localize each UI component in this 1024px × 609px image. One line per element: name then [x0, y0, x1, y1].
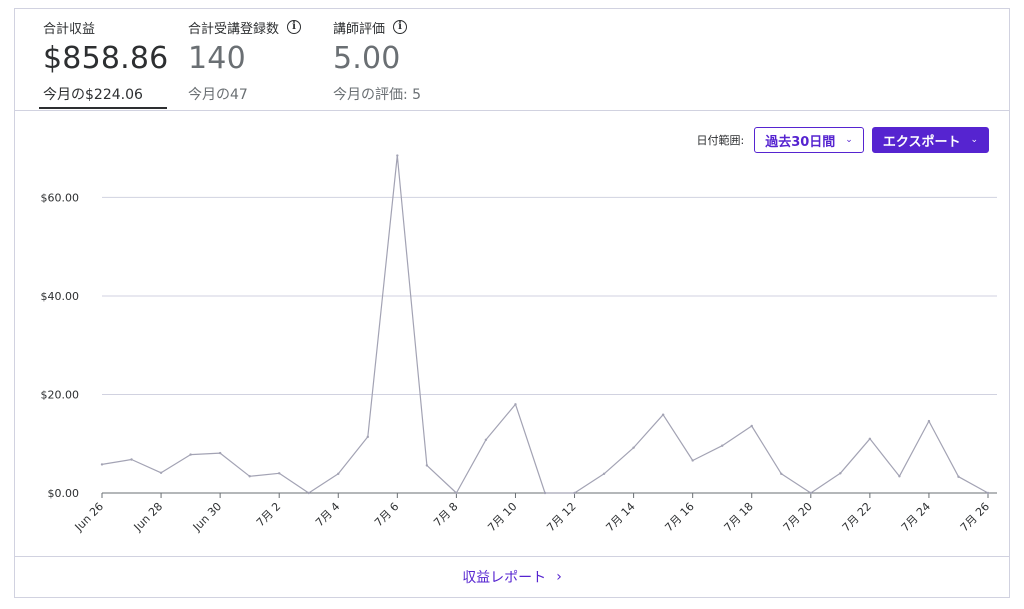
- footer: 収益レポート ›: [15, 556, 1009, 597]
- y-tick-label: $0.00: [48, 487, 80, 500]
- data-point: [130, 458, 133, 461]
- chevron-right-icon: ›: [556, 569, 562, 585]
- stat-subtext: 今月の47: [188, 87, 248, 103]
- data-point: [839, 472, 842, 475]
- stat-value: 5.00: [333, 41, 401, 76]
- data-point: [366, 435, 369, 439]
- data-point: [661, 413, 665, 416]
- x-tick-label: 7月 14: [603, 500, 637, 534]
- y-tick-label: $40.00: [41, 290, 80, 303]
- data-point: [986, 491, 990, 495]
- x-tick-label: 7月 2: [254, 500, 283, 529]
- date-range-value: 過去30日間: [765, 134, 836, 150]
- stat-value: $858.86: [43, 41, 169, 76]
- data-point: [100, 463, 104, 466]
- data-point: [868, 437, 872, 441]
- data-point: [573, 491, 576, 495]
- dashboard-card: 合計収益 $858.86 今月の$224.06 合計受講登録数 i 140 今月の…: [14, 8, 1010, 598]
- revenue-chart: $0.00 $20.00 $40.00 $60.00 Jun 26 Jun 28 Jun 3…: [41, 154, 997, 534]
- data-point: [927, 419, 931, 423]
- data-point: [337, 472, 340, 475]
- revenue-report-label: 収益レポート: [462, 570, 547, 586]
- data-point: [455, 491, 458, 495]
- stat-total-enrollments[interactable]: 合計受講登録数 i 140 今月の47: [188, 17, 302, 104]
- data-point: [484, 438, 488, 441]
- revenue-report-link[interactable]: 収益レポート ›: [462, 567, 562, 587]
- x-tick-label: 7月 20: [781, 500, 815, 534]
- data-point: [809, 491, 812, 495]
- x-tick-label: 7月 18: [722, 500, 756, 534]
- active-tab-indicator: [39, 107, 167, 109]
- x-tick-label: Jun 30: [190, 500, 224, 534]
- data-point: [307, 491, 310, 495]
- data-point: [632, 446, 635, 449]
- export-button[interactable]: エクスポート ⌄: [871, 127, 989, 153]
- data-point: [721, 444, 724, 447]
- stat-label: 合計収益: [43, 21, 96, 37]
- data-point: [691, 459, 694, 462]
- stat-label: 講師評価: [333, 21, 386, 37]
- data-point: [159, 471, 163, 475]
- x-tick-label: 7月 8: [431, 500, 460, 529]
- data-point: [602, 472, 606, 475]
- data-point: [425, 464, 429, 467]
- chevron-down-icon: ⌄: [845, 135, 853, 145]
- data-point: [780, 472, 783, 475]
- date-range-dropdown[interactable]: 過去30日間 ⌄: [754, 127, 864, 153]
- x-tick-label: 7月 12: [544, 500, 578, 534]
- x-tick-label: 7月 6: [372, 500, 401, 529]
- data-point: [898, 475, 901, 478]
- stat-instructor-rating[interactable]: 講師評価 i 5.00 今月の評価: 5: [333, 17, 421, 104]
- info-icon[interactable]: i: [393, 20, 408, 34]
- data-point: [278, 472, 281, 475]
- x-tick-label: Jun 26: [72, 500, 106, 534]
- x-tick-label: 7月 22: [840, 500, 874, 534]
- x-tick-label: 7月 24: [899, 500, 933, 534]
- data-point: [514, 403, 517, 406]
- date-range-label: 日付範囲:: [696, 134, 745, 147]
- data-point: [750, 424, 753, 428]
- stat-value: 140: [188, 41, 246, 76]
- chart-controls: 日付範囲: 過去30日間 ⌄ エクスポート ⌄: [696, 127, 989, 153]
- data-point: [543, 491, 547, 495]
- data-point: [218, 451, 222, 455]
- stats-bar: 合計収益 $858.86 今月の$224.06 合計受講登録数 i 140 今月の…: [15, 9, 1009, 111]
- chevron-down-icon: ⌄: [970, 135, 978, 145]
- stat-subtext: 今月の評価: 5: [333, 87, 422, 103]
- data-point: [248, 475, 251, 478]
- y-tick-label: $60.00: [41, 191, 80, 204]
- x-tick-label: 7月 26: [958, 500, 992, 534]
- x-tick-label: 7月 4: [313, 500, 342, 529]
- data-point: [189, 453, 192, 456]
- x-tick-label: Jun 28: [131, 500, 165, 534]
- stat-total-revenue[interactable]: 合計収益 $858.86 今月の$224.06: [43, 17, 168, 104]
- revenue-series-line: [101, 154, 989, 494]
- export-label: エクスポート: [882, 134, 961, 150]
- data-point: [957, 475, 960, 478]
- data-point: [396, 154, 399, 157]
- stat-label: 合計受講登録数: [188, 21, 280, 37]
- info-icon[interactable]: i: [287, 20, 302, 34]
- x-tick-label: 7月 10: [485, 500, 519, 534]
- x-tick-label: 7月 16: [662, 500, 696, 534]
- stat-subtext: 今月の$224.06: [43, 87, 143, 103]
- y-tick-label: $20.00: [41, 388, 80, 401]
